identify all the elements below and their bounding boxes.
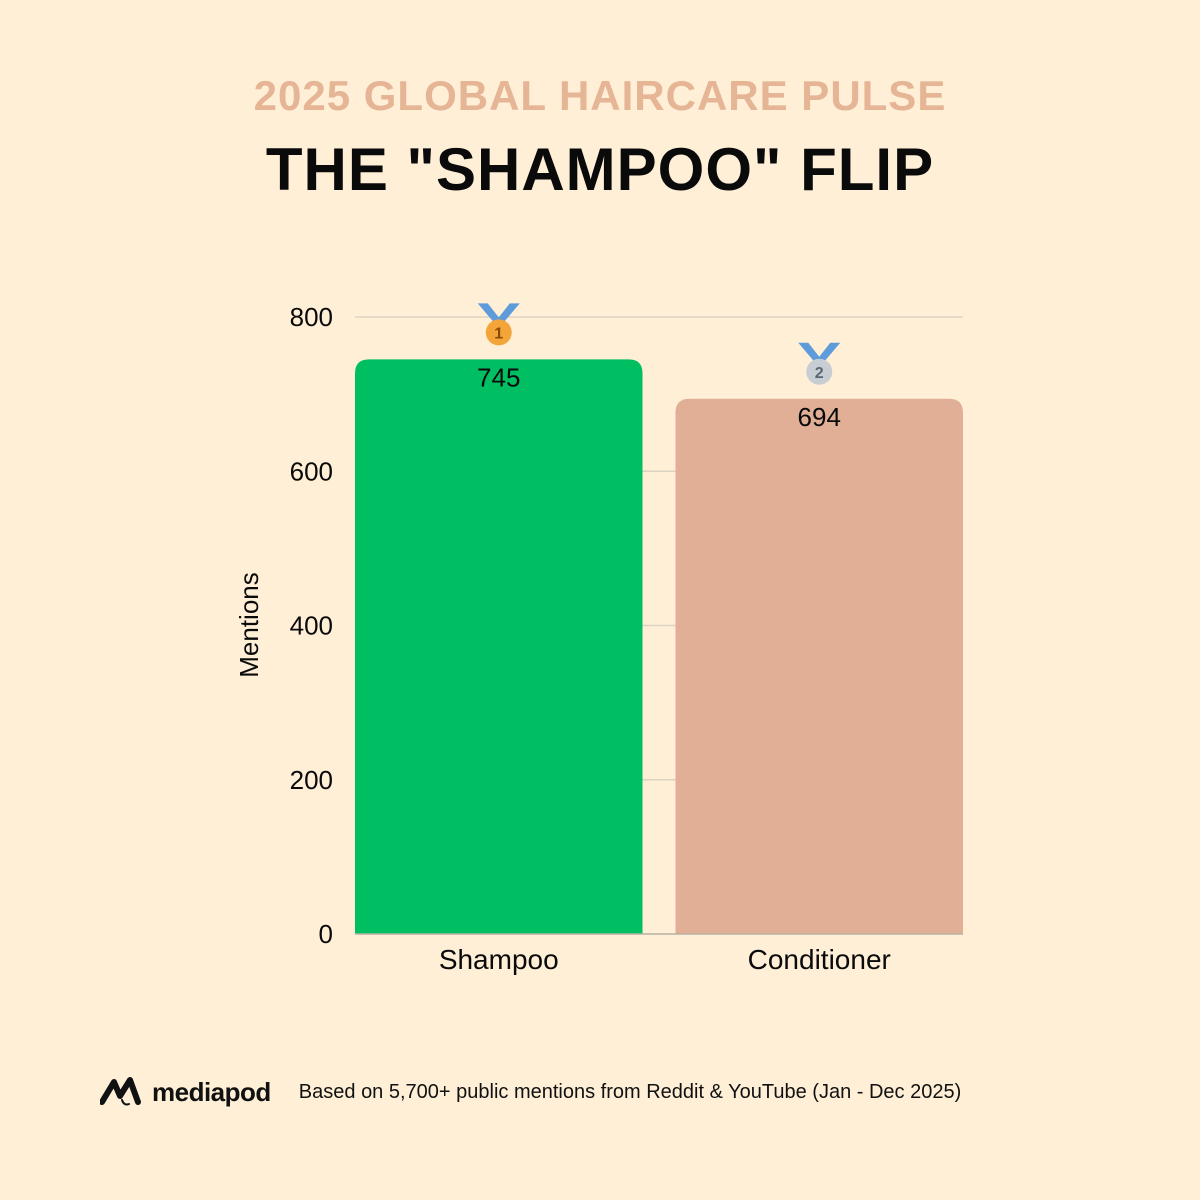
data-labels: 745 694 [477,362,841,431]
source-note: Based on 5,700+ public mentions from Red… [298,1080,962,1103]
chart-title: THE "SHAMPOO" FLIP [265,136,935,203]
bars [355,359,963,934]
x-tick-label: Conditioner [748,944,891,975]
data-label: 694 [798,402,841,432]
rank-badge-label: 1 [494,325,503,342]
y-tick-label: 800 [290,302,333,332]
x-axis-ticks: Shampoo Conditioner [439,944,891,975]
mediapod-logo-icon [100,1077,141,1106]
x-tick-label: Shampoo [439,944,559,975]
y-axis-label: Mentions [234,572,264,678]
y-tick-label: 400 [290,611,333,641]
y-tick-label: 600 [290,456,333,486]
y-axis-ticks: 0 200 400 600 800 [290,302,333,949]
brand-name: mediapod [152,1076,271,1107]
medal-icon: 2 [798,342,841,385]
bar-shampoo [355,359,643,934]
y-tick-label: 200 [290,765,333,795]
medal-icon: 1 [477,303,520,346]
footer: mediapod Based on 5,700+ public mentions… [100,1070,1100,1114]
rank-badges: 12 [477,303,841,385]
bar-conditioner [675,398,963,934]
rank-badge-label: 2 [815,365,824,382]
data-label: 745 [477,362,520,392]
y-tick-label: 0 [319,919,333,949]
brand-logo: mediapod [100,1076,271,1108]
kicker-title: 2025 GLOBAL HAIRCARE PULSE [253,72,947,119]
